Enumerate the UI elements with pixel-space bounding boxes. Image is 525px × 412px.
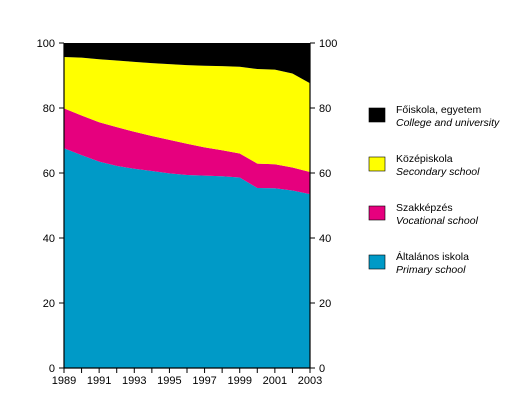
legend-swatch xyxy=(368,205,386,221)
legend-sublabel: Primary school xyxy=(396,264,466,276)
legend-swatch xyxy=(368,254,386,270)
legend-sublabel: Vocational school xyxy=(396,215,479,227)
area-series-4 xyxy=(64,43,310,84)
x-tick-label: 2003 xyxy=(298,375,322,387)
y-tick-label-left: 20 xyxy=(43,298,55,310)
y-tick-label-left: 40 xyxy=(43,233,55,245)
legend-label: Középiskola xyxy=(396,153,453,165)
y-tick-label-right: 0 xyxy=(319,363,325,375)
area-series-2 xyxy=(64,108,310,195)
x-tick-label: 2001 xyxy=(263,375,287,387)
y-tick-label-left: 80 xyxy=(43,103,55,115)
x-tick-label: 1995 xyxy=(157,375,181,387)
legend-label: Szakképzés xyxy=(396,202,453,214)
x-tick-label: 1993 xyxy=(122,375,146,387)
x-tick-label: 1997 xyxy=(192,375,216,387)
y-tick-label-left: 0 xyxy=(49,363,55,375)
x-tick-label: 1989 xyxy=(52,375,76,387)
axes-group: 0 0 20 20 40 40 60 60 80 80 100 100 1989 1991 1993 1995… xyxy=(37,38,338,387)
area-series-3 xyxy=(64,56,310,173)
y-tick-label-right: 40 xyxy=(319,233,331,245)
y-tick-label-left: 60 xyxy=(43,168,55,180)
x-tick-label: 1991 xyxy=(87,375,111,387)
legend-sublabel: Secondary school xyxy=(396,166,480,178)
legend-swatch xyxy=(368,156,386,172)
y-tick-label-left: 100 xyxy=(37,38,55,50)
y-tick-label-right: 60 xyxy=(319,168,331,180)
legend-swatch xyxy=(368,107,386,123)
legend-label: Főiskola, egyetem xyxy=(396,104,481,116)
y-tick-label-right: 20 xyxy=(319,298,331,310)
area-series-1 xyxy=(64,148,310,368)
legend-sublabel: College and university xyxy=(396,117,500,129)
y-tick-label-right: 80 xyxy=(319,103,331,115)
y-tick-label-right: 100 xyxy=(319,38,337,50)
area-series-group xyxy=(64,43,310,368)
x-tick-label: 1999 xyxy=(227,375,251,387)
legend-label: Általános iskola xyxy=(396,250,469,263)
